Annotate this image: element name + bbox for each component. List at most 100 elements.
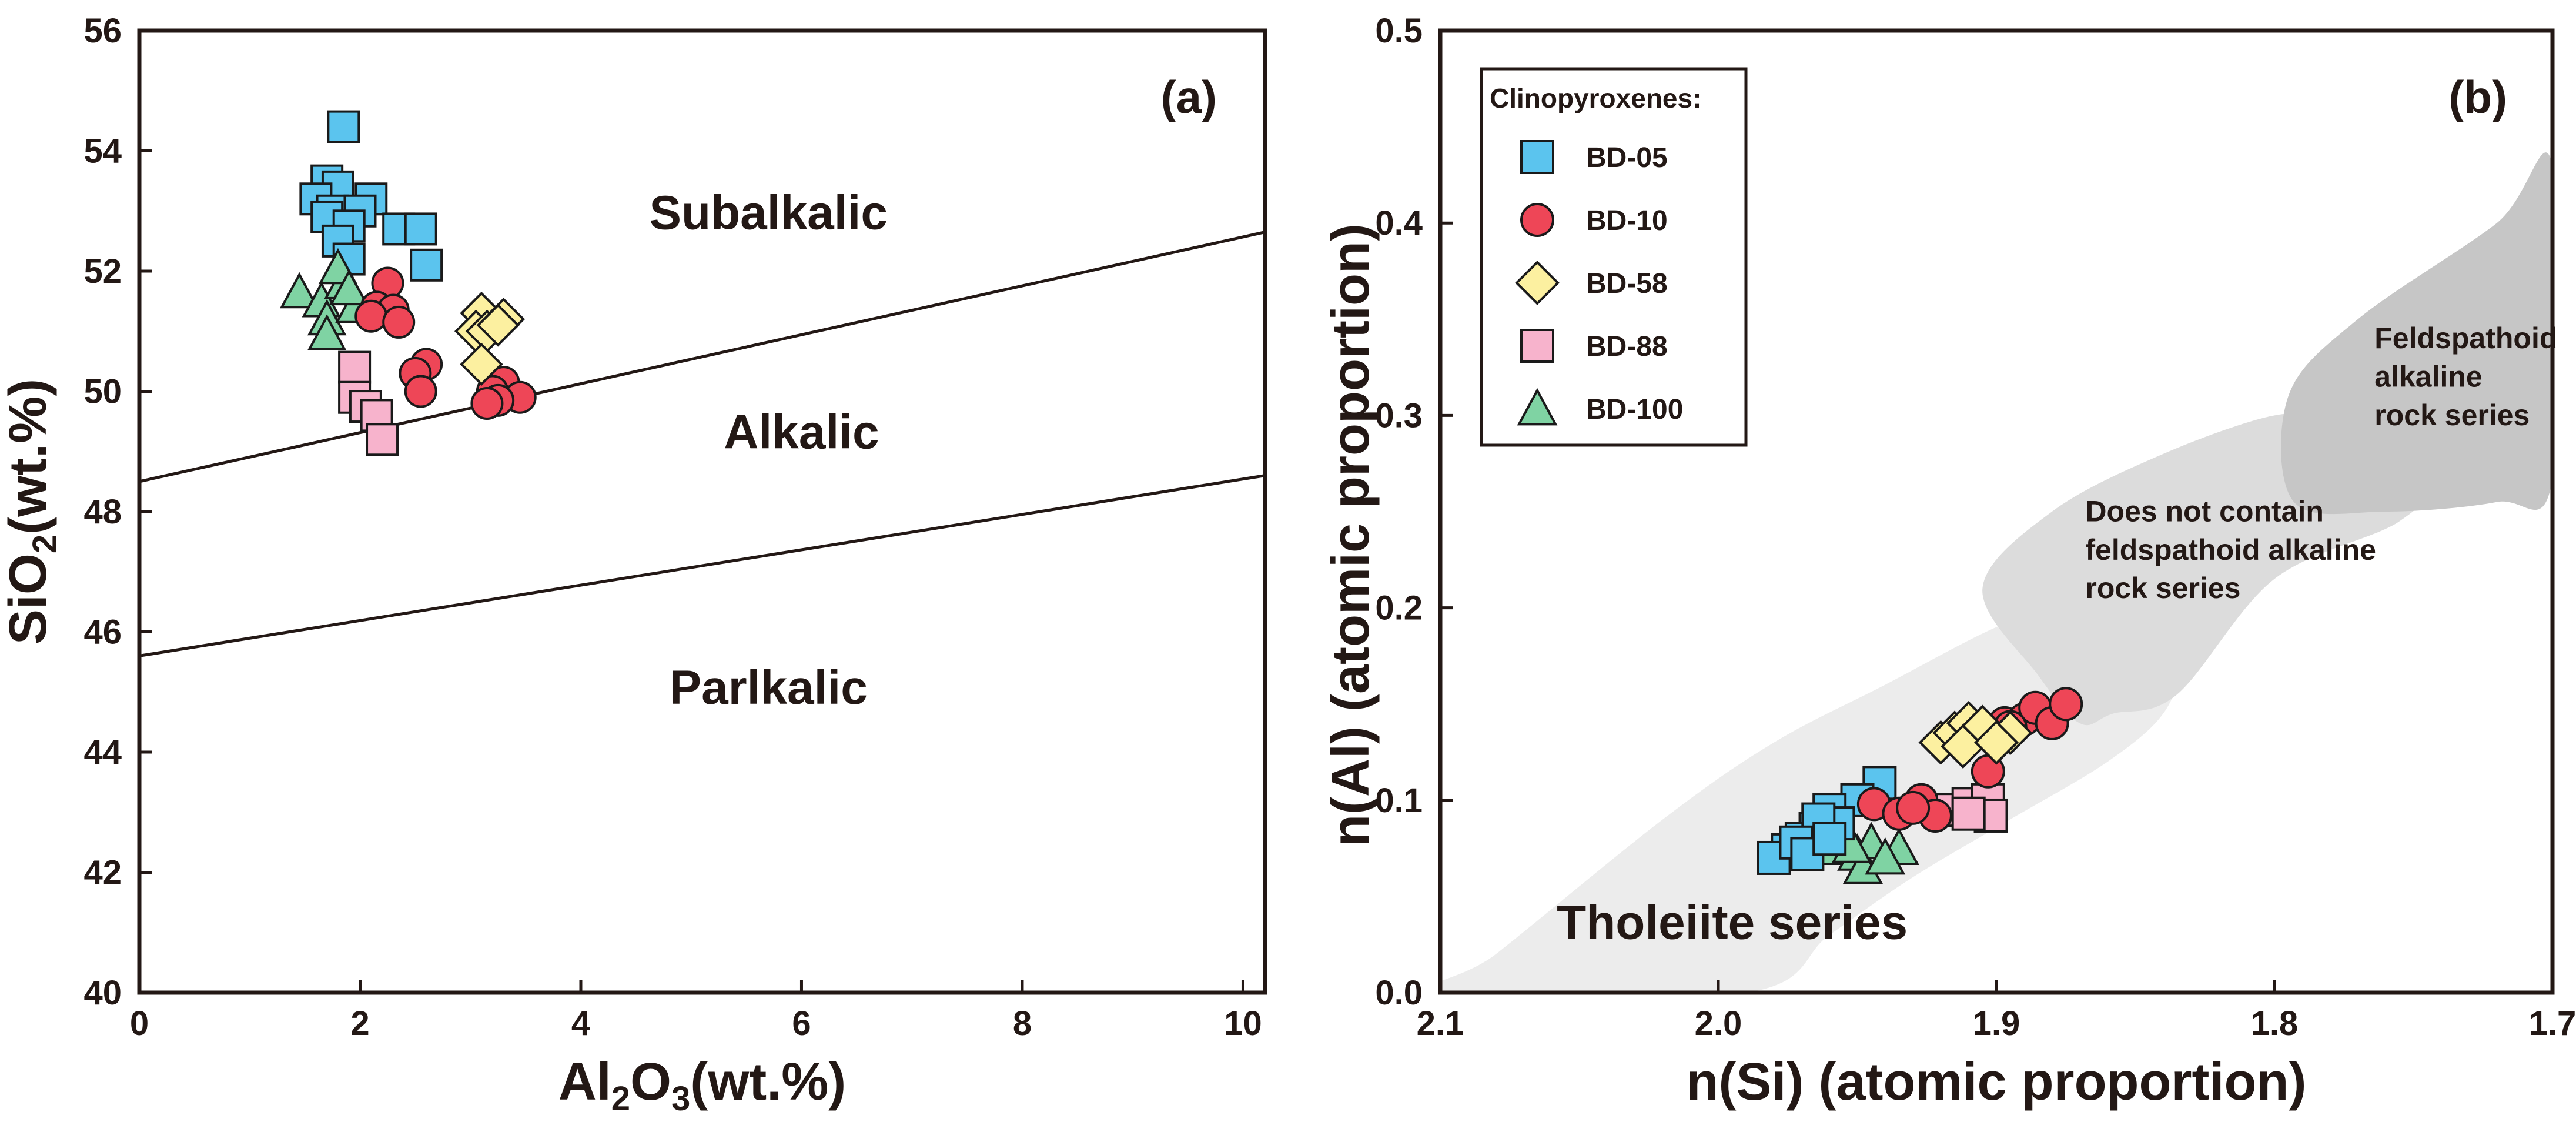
- data-point: [307, 314, 347, 350]
- data-point: [366, 423, 399, 456]
- data-point: [338, 350, 372, 384]
- x-axis-title-part: O: [630, 1053, 671, 1111]
- data-point: [1862, 766, 1897, 800]
- y-axis-title: n(Al) (atomic proportion): [1322, 223, 1380, 847]
- y-tick-label: 0.5: [1375, 12, 1423, 50]
- panel-label-b: (b): [2448, 71, 2507, 123]
- data-point: [354, 299, 388, 333]
- x-tick-label: 4: [571, 1004, 590, 1043]
- region-label: feldspathoid alkaline: [2085, 533, 2376, 566]
- boundary-line: [139, 231, 1266, 483]
- data-point: [1865, 837, 1906, 875]
- y-tick-label: 0.2: [1375, 589, 1423, 627]
- data-point: [329, 269, 369, 306]
- panel-b: Tholeiite series Does not contain feldspat…: [1322, 12, 2576, 1111]
- data-point: [1941, 724, 1986, 769]
- x-axis-title-part: 2: [611, 1080, 630, 1118]
- y-tick-label: 56: [83, 12, 122, 50]
- y-tick-label: 52: [83, 252, 122, 290]
- data-point: [476, 303, 520, 347]
- x-tick-label: 6: [792, 1004, 811, 1043]
- data-point: [1896, 790, 1931, 825]
- legend-marker: [1520, 140, 1554, 174]
- legend-title: Clinopyroxenes:: [1490, 83, 1701, 113]
- x-axis-title: n(Si) (atomic proportion): [1687, 1053, 2307, 1111]
- data-point: [410, 248, 443, 282]
- data-point: [460, 342, 503, 386]
- region-label: Parlkalic: [669, 661, 867, 714]
- data-point: [382, 305, 416, 339]
- series-bd-05: [299, 110, 443, 282]
- legend-label: BD-100: [1586, 394, 1683, 425]
- data-point: [1951, 796, 1986, 831]
- y-tick-label: 0.0: [1375, 974, 1423, 1012]
- series-bd-05: [1757, 766, 1897, 875]
- data-point: [470, 386, 504, 420]
- x-axis-title: Al2O3(wt.%): [558, 1053, 847, 1118]
- y-tick-label: 44: [83, 733, 122, 772]
- data-point: [1974, 720, 2019, 765]
- region-label: Feldspathoid: [2374, 322, 2557, 355]
- data-point: [1812, 822, 1847, 856]
- y-tick-label: 0.4: [1375, 204, 1423, 242]
- region-label: rock series: [2085, 572, 2240, 605]
- x-axis-title-part: (wt.%): [690, 1053, 846, 1111]
- y-axis-title: SiO2(wt.%): [0, 379, 64, 645]
- legend-item: BD-88: [1520, 329, 1668, 363]
- data-point: [279, 272, 319, 309]
- series-bd-88: [338, 350, 399, 456]
- x-tick-label: 1.9: [1973, 1004, 2020, 1043]
- legend-marker: [1517, 388, 1558, 426]
- region-label: Does not contain: [2085, 495, 2324, 527]
- x-tick-label: 2.1: [1417, 1004, 1464, 1043]
- series-bd-58: [1918, 700, 2033, 769]
- y-tick-label: 46: [83, 613, 122, 652]
- x-tick-label: 2.0: [1695, 1004, 1742, 1043]
- boundary-line: [139, 474, 1266, 657]
- panel-label-a: (a): [1161, 71, 1217, 123]
- plot-background-a: [139, 31, 1265, 993]
- regions: [1440, 152, 2552, 993]
- region-feldspathoid: [2281, 152, 2552, 515]
- legend: Clinopyroxenes: BD-05 BD-10 BD-58 BD-88 BD-10…: [1480, 67, 1748, 447]
- region-label: Tholeiite series: [1557, 896, 1908, 949]
- y-tick-label: 0.3: [1375, 396, 1423, 435]
- legend-item: BD-10: [1520, 203, 1668, 237]
- y-axis-title-part: 2: [26, 535, 64, 553]
- y-axis-title-part: (wt.%): [0, 379, 58, 535]
- legend-marker: [1520, 329, 1554, 363]
- region-label: Subalkalic: [649, 186, 888, 239]
- y-tick-label: 50: [83, 373, 122, 411]
- legend-label: BD-05: [1586, 142, 1668, 173]
- y-tick-label: 0.1: [1375, 782, 1423, 820]
- legend-label: BD-88: [1586, 331, 1668, 362]
- region-label: rock series: [2374, 399, 2530, 432]
- legend-item: BD-05: [1520, 140, 1668, 174]
- x-tick-label: 1.8: [2251, 1004, 2299, 1043]
- data-point: [327, 110, 360, 143]
- x-tick-label: 10: [1224, 1004, 1262, 1043]
- y-tick-label: 42: [83, 854, 122, 892]
- x-tick-label: 0: [130, 1004, 149, 1043]
- series-bd-58: [454, 291, 526, 386]
- x-axis-title-part: 3: [671, 1080, 690, 1118]
- x-tick-label: 8: [1013, 1004, 1032, 1043]
- y-tick-label: 48: [83, 493, 122, 531]
- data-point: [404, 212, 437, 246]
- y-tick-label: 40: [83, 974, 122, 1012]
- series-bd-10: [354, 266, 537, 420]
- data-point: [2049, 687, 2083, 722]
- legend-label: BD-58: [1586, 268, 1668, 299]
- region-label: alkaline: [2374, 360, 2482, 393]
- legend-item: BD-100: [1517, 388, 1683, 426]
- legend-marker: [1515, 261, 1560, 305]
- series-bd-100: [279, 248, 374, 350]
- legend-item: BD-58: [1515, 261, 1668, 305]
- legend-marker: [1520, 203, 1554, 237]
- data-point: [404, 375, 437, 408]
- legend-label: BD-10: [1586, 205, 1668, 236]
- x-axis-title-part: Al: [558, 1053, 611, 1111]
- region-label: Alkalic: [724, 406, 879, 459]
